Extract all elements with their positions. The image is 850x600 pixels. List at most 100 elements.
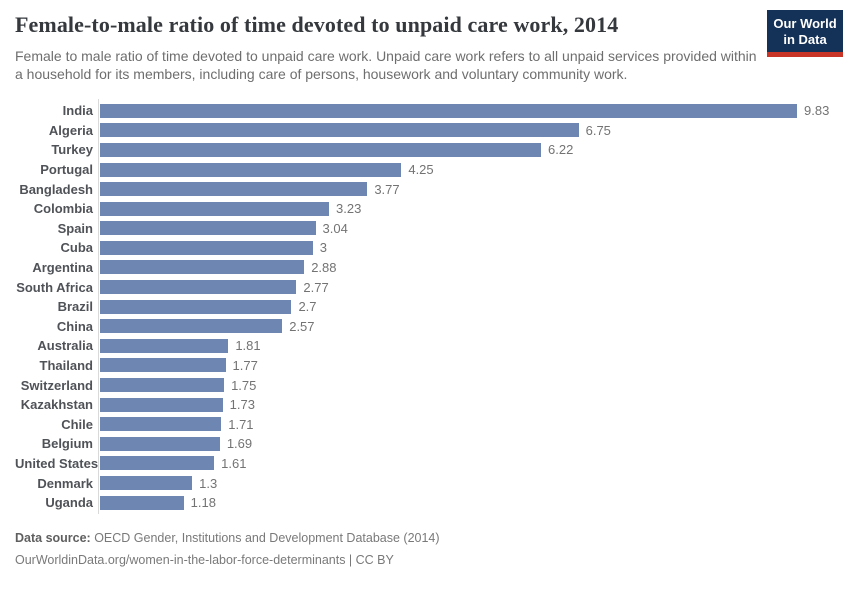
bar[interactable] (100, 319, 283, 334)
chart-footer: Data source: OECD Gender, Institutions a… (15, 528, 850, 571)
bar[interactable] (100, 142, 542, 157)
value-label: 6.75 (585, 122, 611, 138)
value-label: 1.81 (235, 338, 261, 354)
value-label: 3.77 (374, 181, 400, 197)
country-label: Denmark (37, 475, 93, 491)
bar[interactable] (100, 358, 226, 373)
value-label: 1.61 (221, 455, 247, 471)
value-label: 1.71 (228, 416, 254, 432)
bar[interactable] (100, 123, 579, 138)
bar[interactable] (100, 456, 215, 471)
bar[interactable] (100, 280, 297, 295)
country-label: Turkey (51, 142, 93, 158)
bar[interactable] (100, 103, 797, 118)
bar[interactable] (100, 240, 313, 255)
value-label: 6.22 (548, 142, 574, 158)
bar[interactable] (100, 201, 330, 216)
bar-plot-area: 1.71 (93, 417, 850, 432)
bar-plot-area: 6.22 (93, 142, 850, 157)
bar-plot-area: 2.57 (93, 319, 850, 334)
value-label: 1.77 (232, 357, 258, 373)
bar-row: Australia 1.81 (15, 336, 850, 356)
bar[interactable] (100, 260, 305, 275)
country-label: Argentina (32, 259, 93, 275)
bar-plot-area: 4.25 (93, 162, 850, 177)
country-label: Australia (37, 338, 93, 354)
owid-logo-line2: in Data (783, 31, 827, 47)
country-label: Portugal (40, 162, 93, 178)
country-label: Switzerland (20, 377, 93, 393)
bar-row: Portugal 4.25 (15, 160, 850, 180)
value-label: 9.83 (804, 103, 830, 119)
country-label: Algeria (48, 122, 93, 138)
country-label: Belgium (41, 436, 93, 452)
bar-row: Colombia 3.23 (15, 199, 850, 219)
bar[interactable] (100, 495, 184, 510)
country-label: Cuba (60, 240, 94, 256)
bar[interactable] (100, 476, 193, 491)
bar-row: Chile 1.71 (15, 414, 850, 434)
bar-row: Uganda 1.18 (15, 493, 850, 513)
bar[interactable] (100, 338, 229, 353)
country-label: Thailand (39, 357, 93, 373)
bar-row: Belgium 1.69 (15, 434, 850, 454)
bar-plot-area: 1.18 (93, 495, 850, 510)
bar-row: Spain 3.04 (15, 219, 850, 239)
y-axis-line (98, 98, 99, 515)
bar-plot-area: 1.75 (93, 378, 850, 393)
bar[interactable] (100, 378, 225, 393)
bar-plot-area: 1.69 (93, 436, 850, 451)
bar-plot-area: 1.61 (93, 456, 850, 471)
bar-plot-area: 1.3 (93, 476, 850, 491)
country-label: Uganda (45, 495, 93, 511)
bar[interactable] (100, 221, 316, 236)
bar-row: China 2.57 (15, 316, 850, 336)
value-label: 2.88 (311, 259, 337, 275)
bar-plot-area: 3.77 (93, 182, 850, 197)
bar-row: United States 1.61 (15, 454, 850, 474)
bar-row: Kazakhstan 1.73 (15, 395, 850, 415)
bar[interactable] (100, 182, 368, 197)
bar-row: Argentina 2.88 (15, 258, 850, 278)
value-label: 3.04 (322, 220, 348, 236)
country-label: Bangladesh (19, 181, 93, 197)
bar-row: Turkey 6.22 (15, 140, 850, 160)
value-label: 3 (319, 240, 327, 256)
value-label: 1.73 (229, 397, 255, 413)
country-label: Brazil (57, 299, 93, 315)
value-label: 1.18 (190, 495, 216, 511)
country-label: United States (15, 455, 99, 471)
owid-logo-line1: Our World (773, 16, 837, 31)
bar-plot-area: 3.23 (93, 201, 850, 216)
bar-row: South Africa 2.77 (15, 277, 850, 297)
bar-plot-area: 9.83 (93, 103, 850, 118)
value-label: 1.69 (226, 436, 253, 452)
value-label: 2.57 (289, 318, 315, 334)
value-label: 2.7 (298, 299, 317, 315)
owid-logo[interactable]: Our World in Data (767, 10, 843, 58)
attribution-link[interactable]: OurWorldinData.org/women-in-the-labor-fo… (15, 552, 394, 567)
bar-row: Cuba 3 (15, 238, 850, 258)
bar[interactable] (100, 397, 223, 412)
value-label: 1.3 (199, 475, 218, 491)
bar[interactable] (100, 299, 292, 314)
bar[interactable] (100, 436, 220, 451)
bar-row: Switzerland 1.75 (15, 375, 850, 395)
bar-chart: India 9.83 Algeria 6.75 Turkey 6.22 Port… (15, 98, 850, 515)
bar-row: Brazil 2.7 (15, 297, 850, 317)
page-title: Female-to-male ratio of time devoted to … (15, 12, 619, 37)
country-label: South Africa (16, 279, 93, 295)
bar-plot-area: 1.73 (93, 397, 850, 412)
value-label: 4.25 (408, 162, 434, 178)
country-label: Spain (57, 220, 93, 236)
bar[interactable] (100, 162, 402, 177)
bar-row: Thailand 1.77 (15, 356, 850, 376)
bar-plot-area: 2.88 (93, 260, 850, 275)
data-source-text: OECD Gender, Institutions and Developmen… (90, 531, 440, 546)
country-label: China (56, 318, 93, 334)
value-label: 1.75 (231, 377, 257, 393)
bar-plot-area: 6.75 (93, 123, 850, 138)
country-label: India (62, 103, 93, 119)
bar[interactable] (100, 417, 222, 432)
